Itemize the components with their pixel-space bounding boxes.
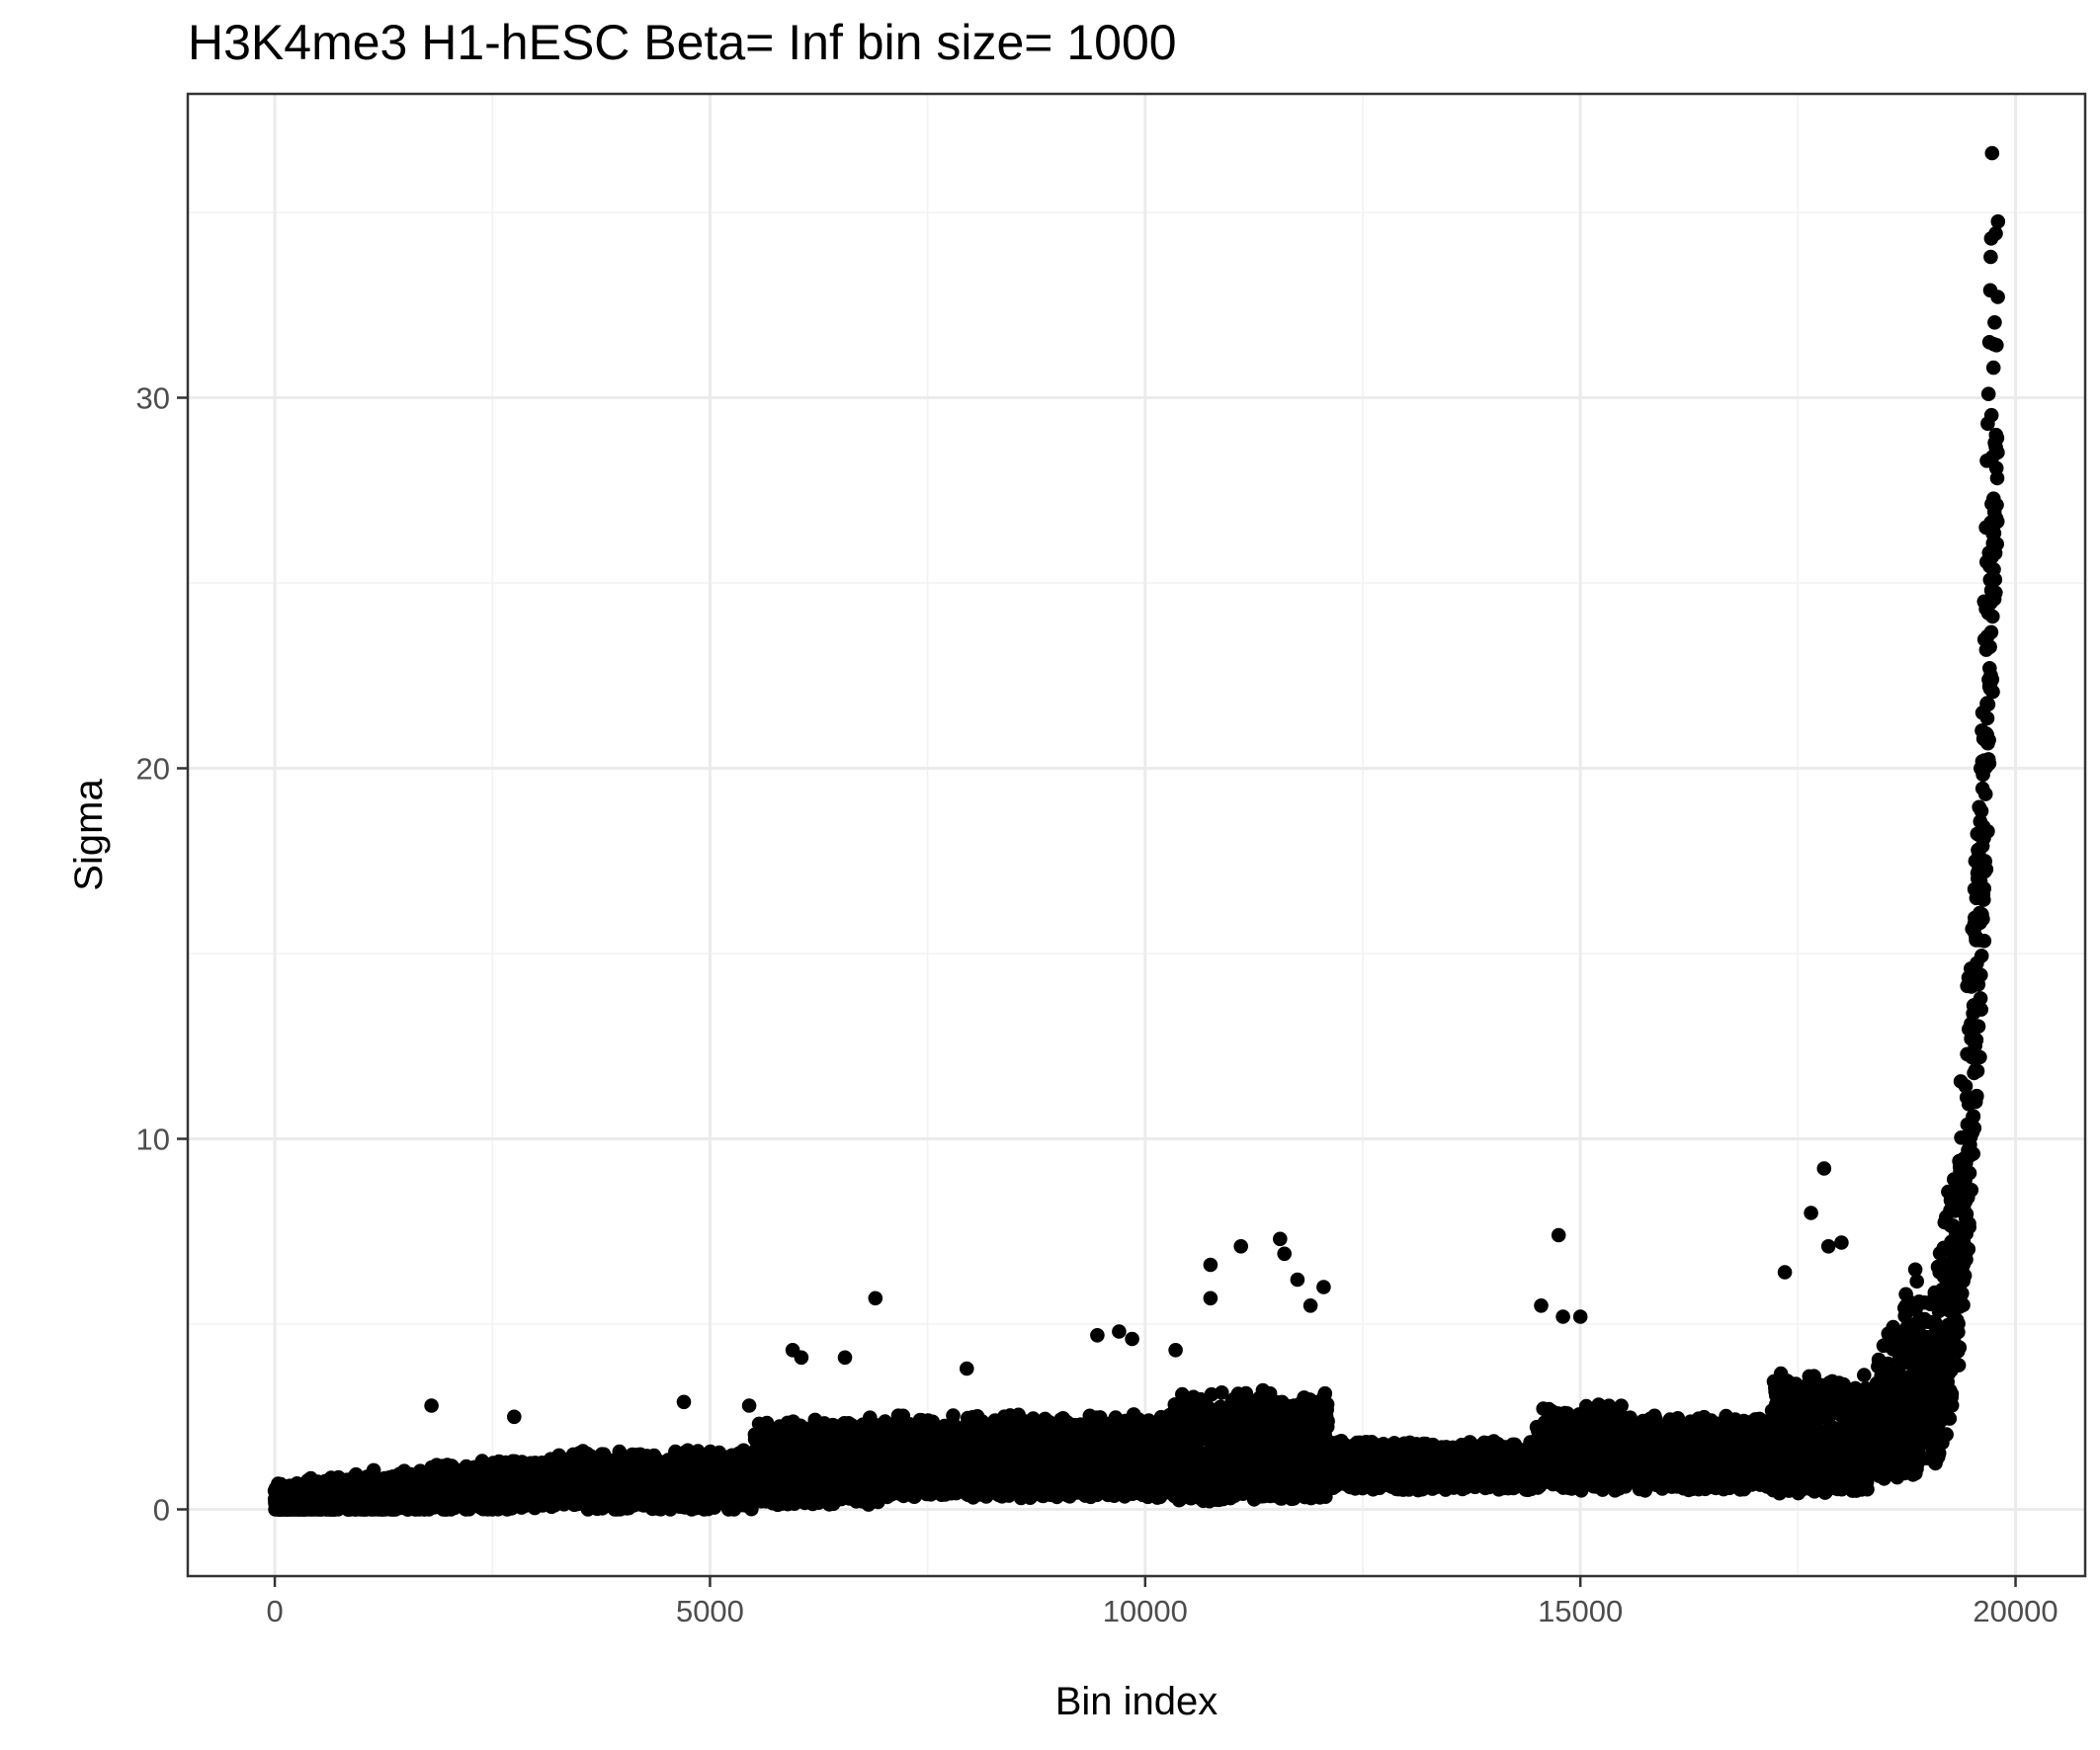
data-points <box>267 145 2006 1517</box>
chart-title: H3K4me3 H1-hESC Beta= Inf bin size= 1000 <box>188 15 1177 70</box>
plot-panel-background <box>188 94 2085 1576</box>
minor-gridlines <box>188 94 2085 1576</box>
